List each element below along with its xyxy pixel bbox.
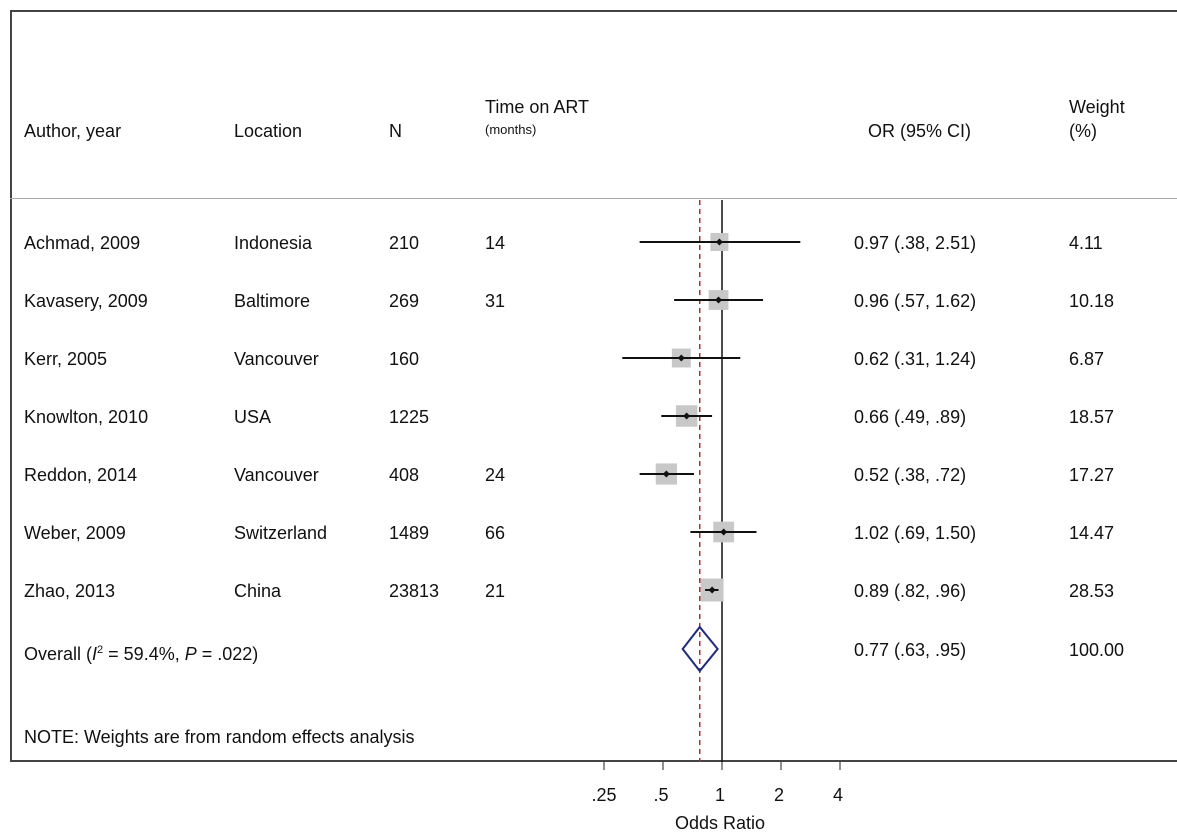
author-cell: Kerr, 2005 bbox=[24, 349, 108, 369]
x-axis-title: Odds Ratio bbox=[674, 813, 766, 833]
point-estimate bbox=[715, 296, 723, 304]
weight-cell: 10.18 bbox=[1069, 291, 1115, 311]
column-header-author: Author, year bbox=[24, 121, 122, 141]
weight-cell: 17.27 bbox=[1069, 465, 1115, 485]
overall-weight: 100.00 bbox=[1069, 640, 1125, 660]
point-estimate bbox=[720, 528, 728, 536]
location-cell: Baltimore bbox=[234, 291, 311, 311]
location-cell: USA bbox=[234, 407, 272, 427]
time-cell: 21 bbox=[485, 581, 506, 601]
or-cell: 0.66 (.49, .89) bbox=[854, 407, 967, 427]
time-cell: 24 bbox=[485, 465, 506, 485]
n-cell: 23813 bbox=[389, 581, 440, 601]
author-cell: Achmad, 2009 bbox=[24, 233, 141, 253]
overall-label-prefix: Overall ( bbox=[24, 644, 93, 664]
point-estimate bbox=[715, 238, 723, 246]
or-cell: 0.97 (.38, 2.51) bbox=[854, 233, 977, 253]
p-symbol: P bbox=[184, 644, 197, 664]
i2-symbol: I bbox=[92, 644, 98, 664]
x-tick-label: .25 bbox=[591, 785, 617, 805]
or-cell: 0.89 (.82, .96) bbox=[854, 581, 967, 601]
column-header-weight-unit: (%) bbox=[1069, 121, 1097, 141]
or-cell: 0.62 (.31, 1.24) bbox=[854, 349, 977, 369]
or-cell: 0.96 (.57, 1.62) bbox=[854, 291, 977, 311]
point-estimate bbox=[677, 354, 685, 362]
location-cell: Switzerland bbox=[234, 523, 328, 543]
location-cell: Vancouver bbox=[234, 465, 319, 485]
weight-cell: 18.57 bbox=[1069, 407, 1115, 427]
time-cell: 14 bbox=[485, 233, 506, 253]
overall-label: Overall (I2 = 59.4%, P = .022) bbox=[24, 640, 258, 664]
n-cell: 1489 bbox=[389, 523, 430, 543]
author-cell: Kavasery, 2009 bbox=[24, 291, 148, 311]
x-tick-label: .5 bbox=[653, 785, 669, 805]
n-cell: 1225 bbox=[389, 407, 430, 427]
time-cell: 31 bbox=[485, 291, 506, 311]
weight-cell: 14.47 bbox=[1069, 523, 1115, 543]
column-header-time: Time on ART bbox=[485, 97, 590, 117]
n-cell: 160 bbox=[389, 349, 420, 369]
x-tick-label: 1 bbox=[714, 785, 725, 805]
location-cell: Indonesia bbox=[234, 233, 313, 253]
overall-or: 0.77 (.63, .95) bbox=[854, 640, 967, 660]
column-header-time-unit: (months) bbox=[485, 122, 537, 137]
author-cell: Reddon, 2014 bbox=[24, 465, 138, 485]
n-cell: 408 bbox=[389, 465, 420, 485]
location-cell: China bbox=[234, 581, 282, 601]
point-estimate bbox=[708, 586, 716, 594]
time-cell: 66 bbox=[485, 523, 506, 543]
i2-superscript: 2 bbox=[97, 644, 104, 656]
i2-value: = 59.4%, bbox=[103, 644, 185, 664]
column-header-location: Location bbox=[234, 121, 303, 141]
author-cell: Knowlton, 2010 bbox=[24, 407, 149, 427]
weight-cell: 6.87 bbox=[1069, 349, 1105, 369]
overall-diamond bbox=[681, 625, 719, 673]
plot-frame bbox=[10, 10, 1177, 762]
author-cell: Weber, 2009 bbox=[24, 523, 126, 543]
n-cell: 210 bbox=[389, 233, 420, 253]
column-header-or: OR (95% CI) bbox=[868, 121, 972, 141]
footnote: NOTE: Weights are from random effects an… bbox=[24, 727, 415, 747]
point-estimate bbox=[662, 470, 670, 478]
location-cell: Vancouver bbox=[234, 349, 319, 369]
column-header-weight: Weight bbox=[1069, 97, 1125, 117]
author-cell: Zhao, 2013 bbox=[24, 581, 116, 601]
weight-cell: 28.53 bbox=[1069, 581, 1115, 601]
or-cell: 1.02 (.69, 1.50) bbox=[854, 523, 977, 543]
p-value: = .022) bbox=[196, 644, 259, 664]
point-estimate bbox=[683, 412, 691, 420]
column-header-n: N bbox=[389, 121, 402, 141]
header-divider bbox=[10, 198, 1177, 199]
n-cell: 269 bbox=[389, 291, 420, 311]
x-tick-label: 2 bbox=[773, 785, 784, 805]
x-tick-label: 4 bbox=[832, 785, 843, 805]
weight-cell: 4.11 bbox=[1069, 233, 1103, 253]
or-cell: 0.52 (.38, .72) bbox=[854, 465, 967, 485]
